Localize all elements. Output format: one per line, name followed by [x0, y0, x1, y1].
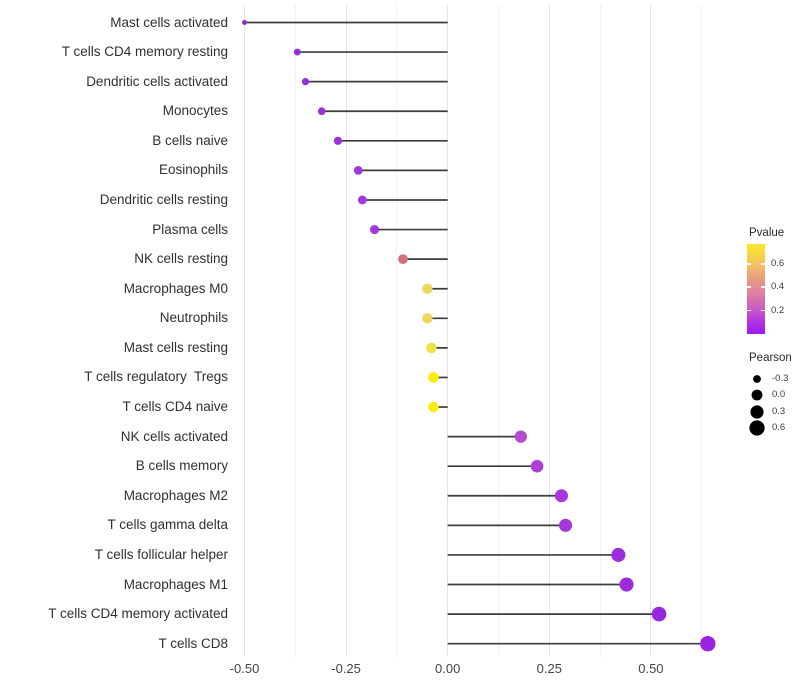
grid-line-major: [447, 5, 449, 657]
pearson-legend-label: 0.3: [772, 405, 786, 417]
lollipop-dot: [428, 372, 439, 383]
grid-line-minor: [701, 5, 703, 657]
lollipop-dot: [242, 20, 247, 25]
colorbar-tick: [747, 309, 751, 312]
x-axis-tick-label: 0.50: [638, 661, 664, 676]
y-axis-label: NK cells activated: [120, 428, 228, 444]
x-axis-tick-label: -0.50: [229, 661, 260, 676]
y-axis-label: Mast cells resting: [123, 339, 228, 355]
y-axis-label: Macrophages M1: [123, 576, 228, 592]
pearson-legend-dot: [749, 420, 765, 436]
lollipop-dot: [611, 547, 626, 562]
y-axis-label: T cells CD4 naive: [122, 399, 228, 415]
grid-line-minor: [498, 5, 499, 657]
lollipop-dot: [422, 283, 433, 294]
y-axis-label: B cells naive: [152, 132, 228, 148]
lollipop-dot: [353, 166, 363, 175]
lollipop-dot: [301, 78, 310, 86]
colorbar-tick: [761, 286, 765, 288]
lollipop-dot: [293, 48, 301, 56]
y-axis-label: B cells memory: [135, 458, 228, 474]
lollipop-dot: [530, 459, 544, 473]
grid-line-major: [345, 5, 347, 657]
y-axis-label: Neutrophils: [159, 310, 228, 326]
lollipop-dot: [700, 635, 716, 652]
y-axis-label: Macrophages M2: [123, 487, 228, 503]
colorbar-tick: [761, 263, 765, 265]
lollipop-dot: [357, 195, 367, 205]
x-axis-tick-label: -0.25: [331, 661, 361, 676]
y-axis-label: T cells CD4 memory activated: [48, 606, 228, 622]
y-axis-label: Eosinophils: [158, 162, 228, 178]
lollipop-dot: [317, 107, 326, 116]
y-axis-label: Macrophages M0: [123, 280, 228, 296]
y-axis-label: Plasma cells: [152, 221, 228, 237]
lollipop-dot: [398, 254, 408, 265]
lollipop-dot: [428, 401, 439, 413]
y-axis-label: T cells follicular helper: [94, 546, 228, 562]
y-axis-label: T cells regulatory Tregs: [84, 369, 228, 385]
y-axis-label: Dendritic cells resting: [99, 191, 228, 207]
grid-line-minor: [396, 5, 398, 657]
colorbar-tick-label: 0.4: [771, 281, 785, 293]
lollipop-dot: [558, 518, 573, 532]
y-axis-label: T cells gamma delta: [107, 517, 228, 533]
pearson-legend-dot: [750, 404, 764, 419]
y-axis-label: Monocytes: [162, 103, 228, 119]
x-axis-tick-label: 0.00: [435, 661, 461, 676]
colorbar-tick: [761, 309, 765, 312]
lollipop-dot: [514, 430, 528, 443]
pearson-legend-label: 0.6: [772, 421, 786, 433]
lollipop-dot: [422, 313, 433, 324]
grid-line-major: [548, 5, 550, 657]
grid-line-minor: [599, 5, 601, 657]
lollipop-dot: [651, 606, 667, 622]
plot-panel: [236, 5, 722, 657]
lollipop-dot: [619, 577, 634, 592]
y-axis-label: Mast cells activated: [110, 14, 228, 30]
colorbar-tick-label: 0.6: [771, 257, 785, 269]
x-axis-tick-label: 0.25: [536, 661, 562, 676]
y-axis-label: Dendritic cells activated: [86, 73, 228, 89]
colorbar-tick-label: 0.2: [771, 304, 785, 316]
pvalue-colorbar: [747, 244, 765, 334]
legend-pvalue-title: Pvalue: [749, 227, 785, 239]
y-axis-label: T cells CD8: [158, 635, 228, 651]
colorbar-tick: [747, 263, 751, 265]
lollipop-dot: [554, 489, 569, 503]
grid-line-major: [650, 5, 652, 657]
y-axis-label: NK cells resting: [134, 251, 228, 267]
grid-line-minor: [294, 5, 296, 657]
grid-line-major: [244, 5, 245, 657]
pearson-legend-label: -0.3: [772, 373, 789, 384]
legend-pearson-title: Pearson: [749, 352, 792, 364]
pearson-legend-dot: [751, 389, 763, 401]
lollipop-dot: [426, 342, 437, 354]
lollipop-dot: [333, 136, 343, 145]
colorbar-tick: [747, 286, 751, 288]
lollipop-dot: [369, 224, 380, 235]
y-axis-label: T cells CD4 memory resting: [61, 44, 228, 60]
pearson-legend-dot: [753, 375, 761, 383]
pearson-legend-label: 0.0: [772, 389, 786, 401]
